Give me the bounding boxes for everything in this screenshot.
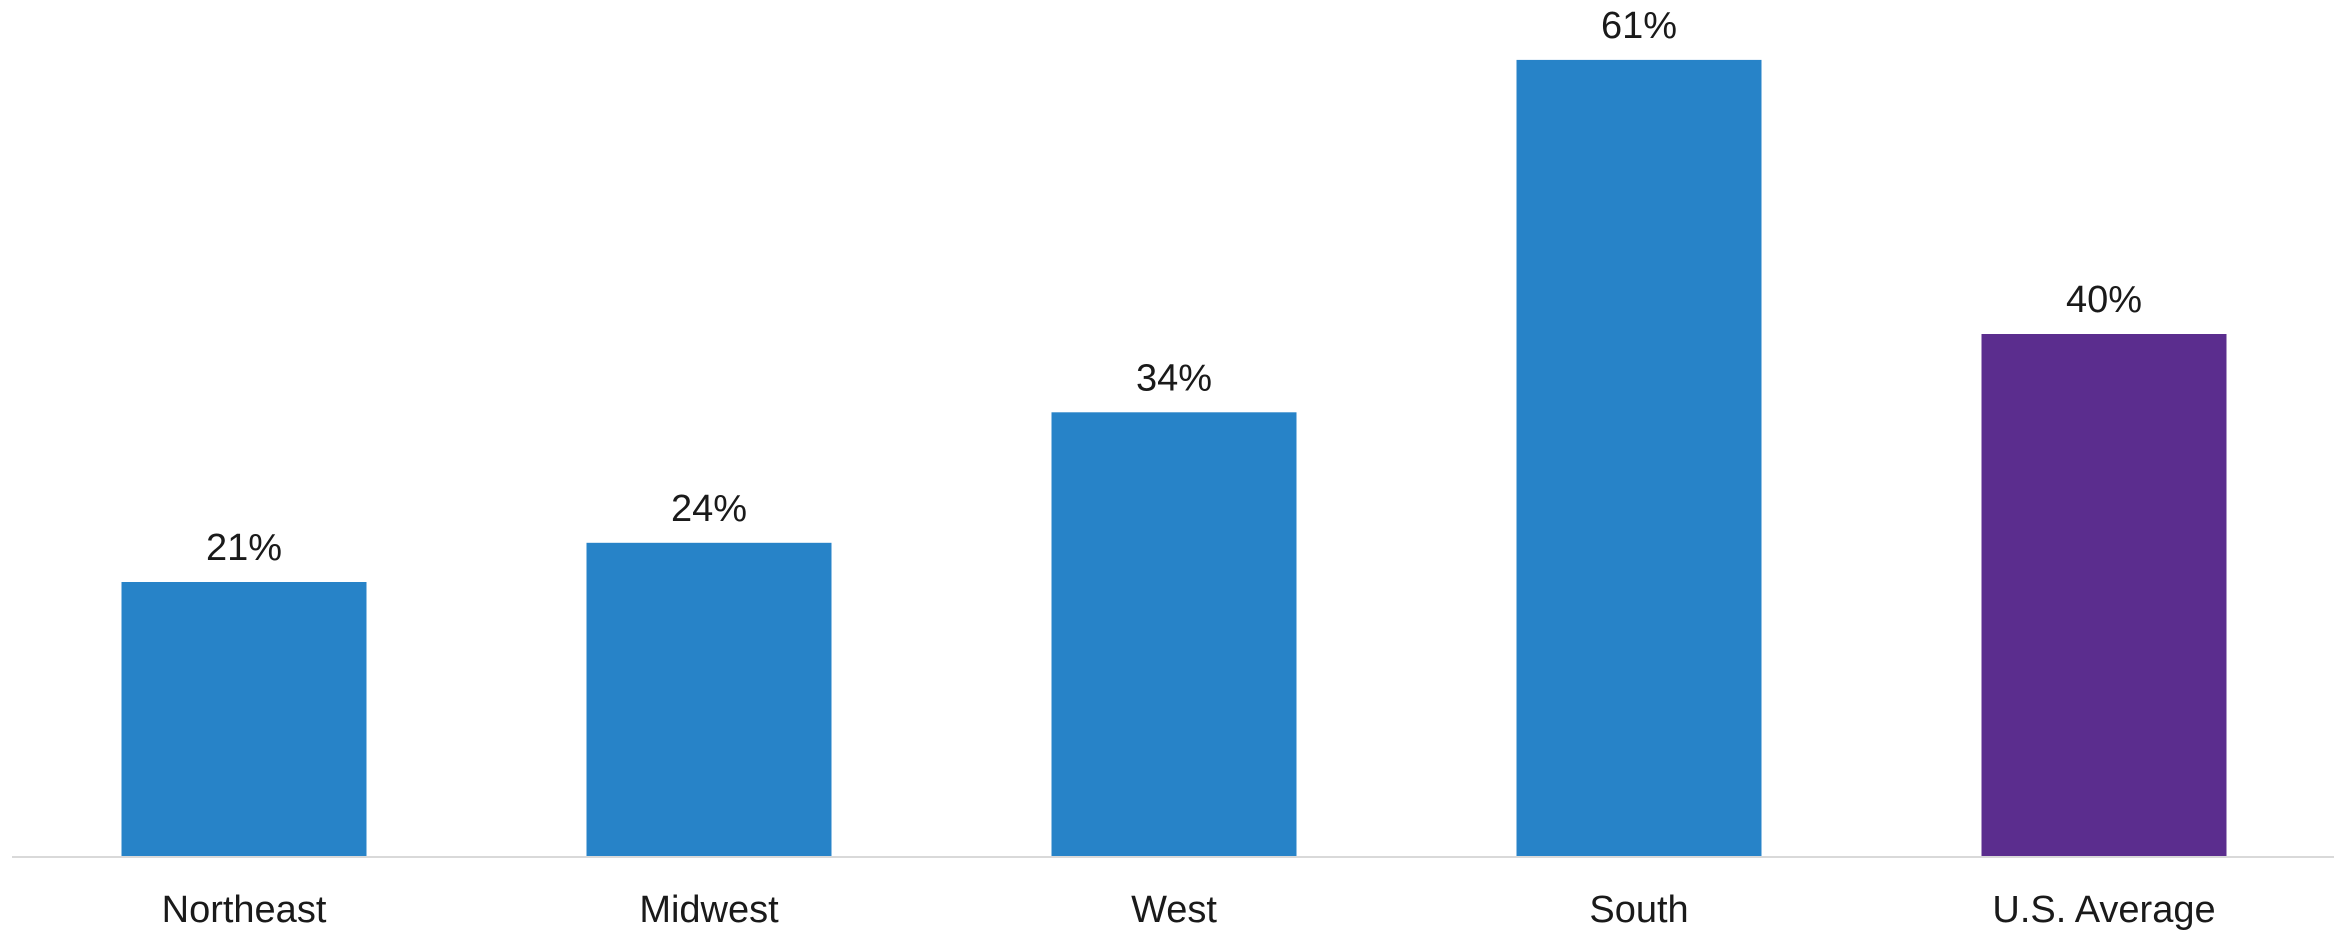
x-axis: Northeast Midwest West South U.S. Average bbox=[12, 856, 2334, 931]
category-label: South bbox=[1589, 889, 1688, 931]
category-label: West bbox=[1131, 889, 1217, 931]
bar-west bbox=[1051, 412, 1297, 856]
category-label: Northeast bbox=[162, 889, 327, 931]
category-label: U.S. Average bbox=[1992, 889, 2215, 931]
data-labels-layer: 21% 24% 34% 61% 40% bbox=[206, 5, 2142, 569]
bar-south bbox=[1516, 59, 1762, 856]
bar-midwest bbox=[586, 542, 832, 856]
data-label: 40% bbox=[2066, 279, 2142, 321]
bar-u-s-average bbox=[1981, 334, 2227, 856]
data-label: 24% bbox=[671, 488, 747, 530]
bar-northeast bbox=[121, 582, 367, 857]
data-label: 61% bbox=[1601, 5, 1677, 47]
bars-layer bbox=[121, 59, 2227, 857]
category-label: Midwest bbox=[639, 889, 779, 931]
data-label: 21% bbox=[206, 527, 282, 569]
data-label: 34% bbox=[1136, 357, 1212, 399]
